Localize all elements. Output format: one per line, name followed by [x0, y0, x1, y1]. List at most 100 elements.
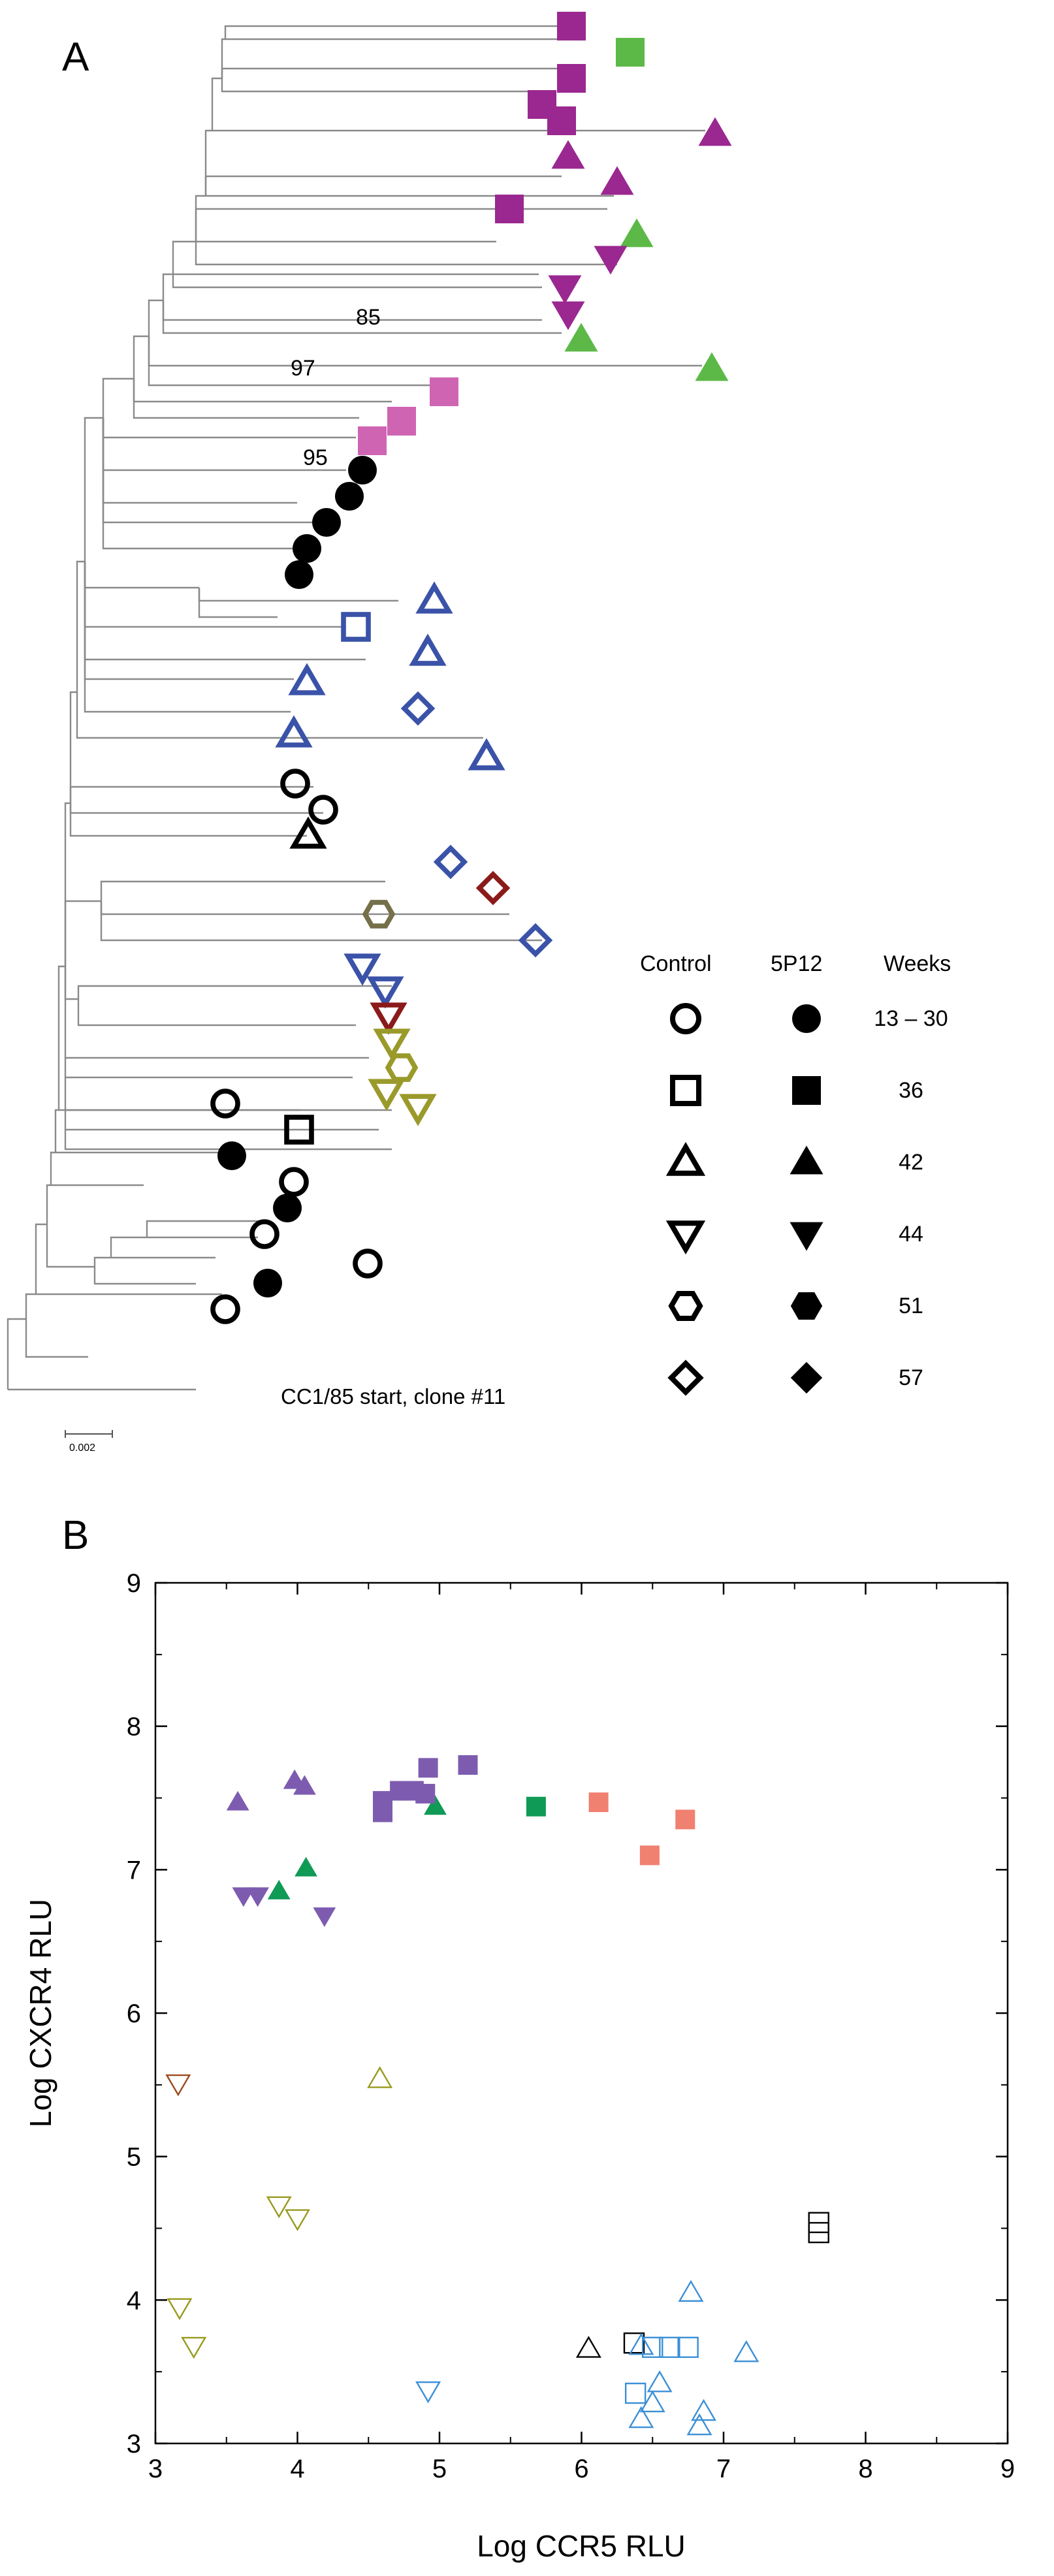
tree-branch [93, 1267, 196, 1285]
tree-branch [162, 300, 542, 321]
tree-tip-square-icon [430, 377, 458, 406]
legend-header-control: Control [640, 951, 712, 976]
legend-markers [665, 1003, 823, 1396]
tree-branch [100, 901, 509, 915]
scatter-point [373, 1790, 392, 1811]
scatter-point [295, 1856, 317, 1877]
scatter-point [285, 2209, 310, 2231]
legend-5p12-diamond-icon [790, 1361, 823, 1394]
tree-branch [172, 274, 542, 289]
bootstrap-label-1: 85 [356, 305, 381, 330]
bootstrap-label-3: 95 [303, 445, 328, 470]
tree-branch [84, 562, 291, 713]
y-tick-label: 5 [127, 2143, 141, 2172]
tree-tip-circle-icon [279, 1167, 309, 1197]
tree-tip-diamond-icon [518, 923, 553, 958]
tree-branch [64, 966, 78, 1000]
scatter-point [167, 2298, 193, 2321]
x-tick-label: 5 [432, 2455, 447, 2483]
tree-branch [64, 900, 101, 966]
tree-tip-triangle-up-icon [695, 352, 729, 381]
tree-branch [64, 1130, 392, 1151]
panel-a-label: A [62, 35, 89, 80]
scale-bar-label: 0.002 [69, 1442, 95, 1454]
tree-branch [162, 273, 173, 300]
y-tick-label: 7 [127, 1856, 141, 1884]
panel-a-phylogenetic-tree: A 85 97 95 CC1/85 start, clone #11 0.002… [7, 12, 951, 1454]
legend-control-circle-icon [670, 1003, 701, 1034]
tree-tip-square-icon [557, 64, 586, 93]
tree-branch [69, 691, 77, 803]
tree-tip-circle-icon [293, 534, 321, 563]
legend-control-diamond-icon [667, 1360, 704, 1396]
tree-branch [198, 588, 398, 602]
scale-bar: 0.002 [65, 1430, 113, 1454]
scatter-point [733, 2340, 759, 2362]
scatter-point [678, 2280, 704, 2302]
tree-branch [64, 966, 369, 1059]
axis-ticks: 3 4 5 6 7 8 9 3 4 5 6 7 8 9 [127, 1569, 1015, 2483]
tree-tip-circle-icon [353, 1248, 383, 1279]
scatter-point [588, 1792, 609, 1813]
tree-branch [25, 1319, 88, 1358]
legend-control-square-icon [670, 1075, 701, 1106]
tree-branch [133, 379, 392, 403]
tree-tip-triangle-up-icon [415, 581, 453, 614]
tree-tip-circle-icon [217, 1141, 246, 1170]
panel-b-scatter-plot: B 3 4 5 6 7 8 9 3 4 5 6 7 8 9 Log CCR5 RLU Log CXCR4 … [24, 1513, 1015, 2563]
tree-branches [7, 25, 705, 1391]
scatter-point [266, 2196, 292, 2219]
tree-branch [84, 562, 199, 589]
x-tick-label: 7 [716, 2455, 731, 2483]
tree-branch [77, 985, 392, 999]
legend-5p12-triangle-up-icon [790, 1145, 823, 1175]
tree-tip-triangle-up-icon [289, 816, 327, 849]
tree-branch [46, 1184, 51, 1224]
tree-branch [7, 1318, 26, 1390]
tree-tip-triangle-up-icon [409, 633, 447, 666]
tree-branch [148, 336, 702, 367]
root-label: CC1/85 start, clone #11 [281, 1384, 505, 1408]
y-tick-label: 4 [127, 2286, 141, 2315]
y-tick-label: 3 [127, 2430, 141, 2458]
legend-control-hexagon-icon [668, 1290, 703, 1322]
tree-tip-triangle-up-icon [698, 117, 732, 146]
tree-branch [102, 418, 297, 504]
x-tick-label: 3 [148, 2455, 163, 2483]
panel-b-label: B [62, 1513, 89, 1558]
tree-branch [77, 999, 356, 1026]
scatter-point [808, 2221, 829, 2244]
legend-weeks-1: 13 – 30 [874, 1006, 948, 1031]
tree-tip-diamond-icon [433, 844, 468, 880]
tree-branch [64, 1058, 353, 1079]
legend-header-weeks: Weeks [884, 951, 951, 976]
tree-branch [76, 560, 85, 692]
tree-tip-circle-icon [249, 1219, 279, 1249]
legend-control-triangle-down-icon [665, 1220, 706, 1255]
tree-tip-diamond-icon [475, 870, 511, 906]
legend-5p12-square-icon [792, 1076, 821, 1105]
tree-branch [76, 692, 483, 739]
scatter-point [675, 1809, 695, 1830]
tree-branch [50, 1151, 56, 1185]
scatter-point [458, 1755, 478, 1775]
x-tick-label: 9 [1000, 2455, 1015, 2483]
tree-tip-markers [210, 12, 732, 1324]
scatter-point [686, 2413, 712, 2436]
tree-tip-square-icon [557, 12, 586, 40]
scatter-point [424, 1795, 447, 1815]
tree-tip-triangle-down-icon [551, 301, 585, 330]
tree-tip-triangle-down-icon [373, 1028, 411, 1061]
tree-branch [46, 1224, 95, 1268]
tree-tip-circle-icon [308, 795, 338, 825]
tree-branch [54, 1109, 59, 1153]
tree-branch [69, 803, 307, 837]
tree-branch [204, 175, 562, 196]
tree-branch [35, 1223, 47, 1294]
scatter-point [647, 2370, 673, 2393]
scatter-point [691, 2398, 717, 2421]
tree-tip-square-icon [387, 407, 416, 436]
tree-tip-hexagon-icon [362, 900, 396, 929]
scatter-point [642, 2336, 663, 2359]
tree-tip-triangle-up-icon [564, 323, 598, 352]
